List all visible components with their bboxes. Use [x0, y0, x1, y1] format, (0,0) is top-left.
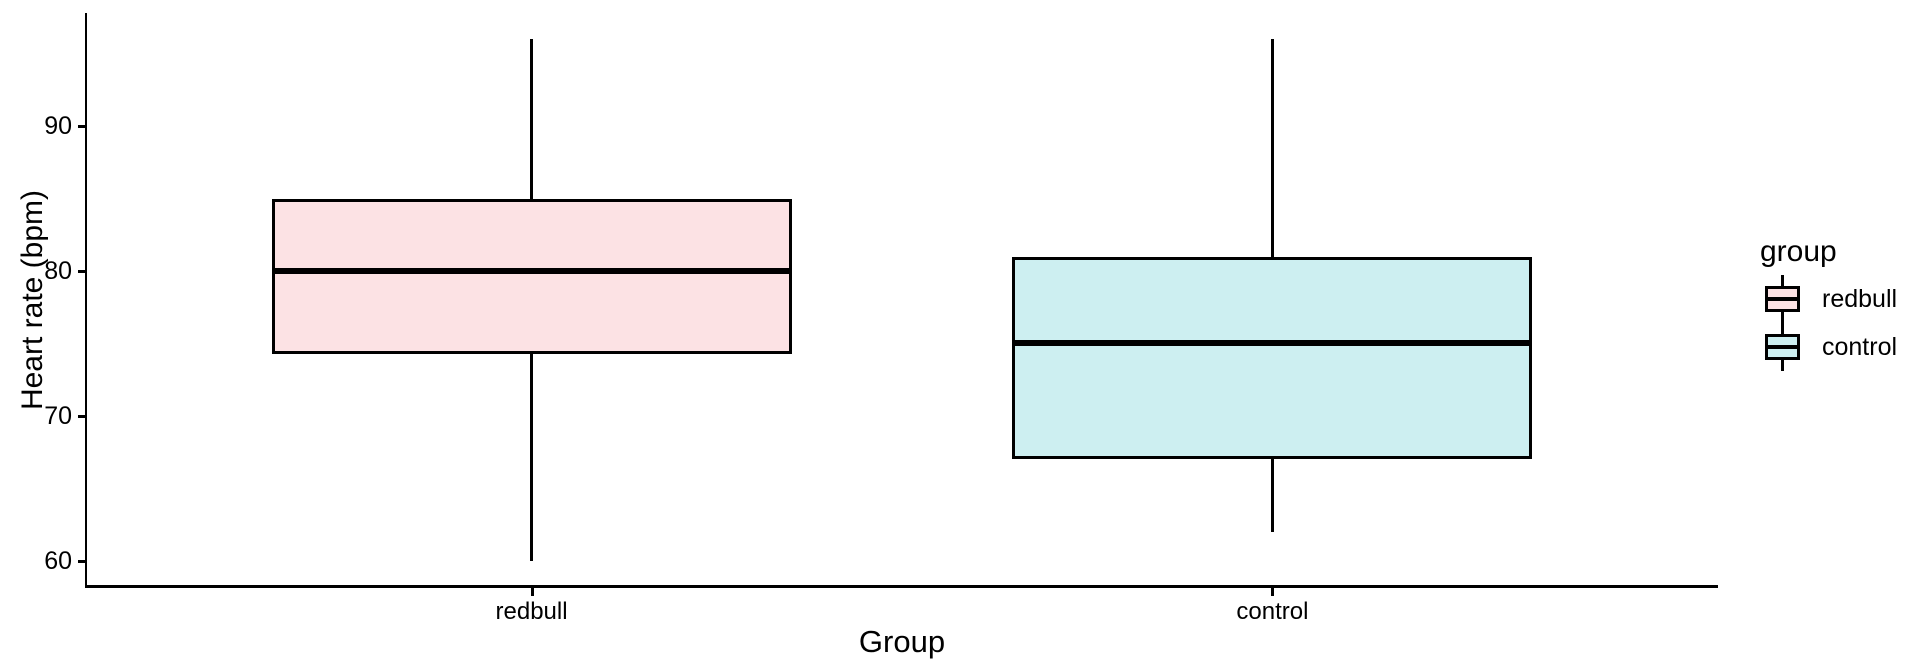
x-axis-title: Group — [858, 624, 946, 659]
legend-key-boxplot-icon — [1765, 275, 1800, 323]
y-tick-label: 60 — [44, 546, 72, 575]
y-tick-mark — [78, 414, 86, 418]
box-redbull — [271, 198, 792, 355]
median-redbull — [271, 268, 792, 274]
y-tick-mark — [78, 125, 86, 129]
legend-key-median — [1765, 345, 1800, 349]
x-tick-label-redbull: redbull — [495, 598, 568, 625]
y-axis-line — [85, 13, 87, 588]
x-tick-mark — [530, 588, 534, 596]
x-axis-line — [85, 585, 1718, 588]
y-tick-mark — [78, 559, 86, 563]
legend-label-control: control — [1822, 333, 1898, 361]
x-tick-label-control: control — [1236, 598, 1309, 625]
y-tick-label: 80 — [44, 257, 72, 285]
legend-label-redbull: redbull — [1822, 285, 1898, 313]
whisker-lower-control — [1270, 459, 1274, 532]
y-tick-label: 90 — [44, 112, 72, 141]
y-axis-title: Heart rate (bpm) — [16, 189, 49, 411]
whisker-upper-redbull — [530, 39, 534, 199]
box-control — [1012, 256, 1533, 460]
legend-item-redbull: redbull — [1765, 275, 1920, 323]
y-tick-mark — [78, 270, 86, 273]
legend-item-control: control — [1765, 323, 1920, 371]
legend-title: group — [1760, 235, 1837, 268]
whisker-lower-redbull — [530, 354, 534, 561]
legend-key-median — [1765, 297, 1800, 301]
x-tick-mark — [1271, 588, 1275, 596]
y-tick-label: 70 — [44, 401, 72, 430]
median-control — [1012, 340, 1533, 347]
whisker-upper-control — [1270, 39, 1274, 257]
legend: group redbull control — [1755, 225, 1920, 375]
legend-key-boxplot-icon — [1765, 323, 1800, 371]
